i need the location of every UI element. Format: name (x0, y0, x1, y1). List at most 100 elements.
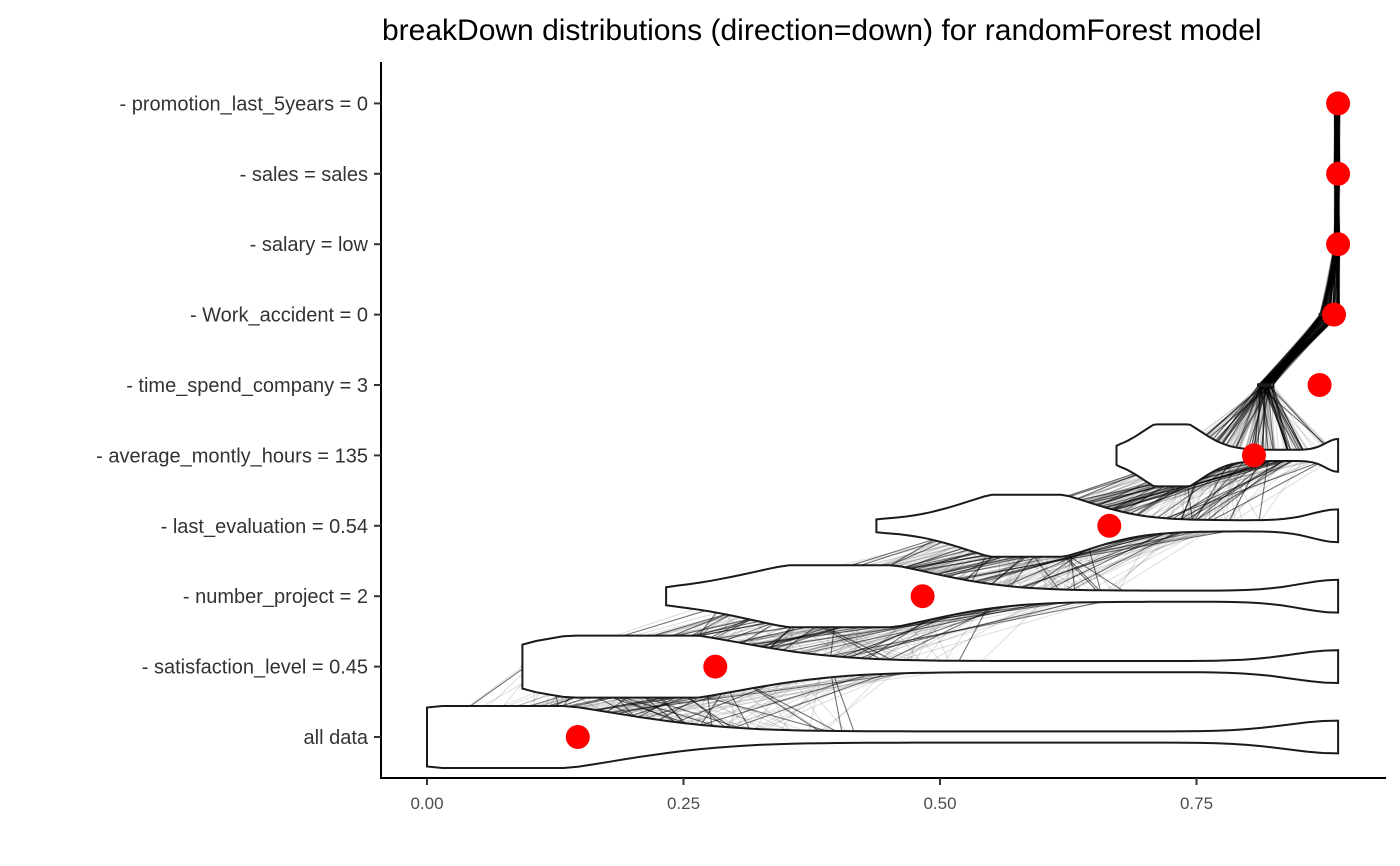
trajectory-line (754, 103, 1339, 738)
trajectory-line (426, 103, 1341, 738)
trajectory-line (479, 103, 1341, 738)
median-point (1242, 443, 1266, 468)
trajectory-line (594, 103, 1339, 738)
trajectory-line (426, 103, 1339, 738)
trajectory-line (712, 103, 1340, 738)
violin (1115, 423, 1340, 488)
trajectory-line (520, 103, 1341, 738)
trajectory-line (541, 103, 1341, 738)
trajectory-line (426, 103, 1340, 738)
trajectory-line (426, 103, 1339, 738)
median-point (910, 584, 935, 609)
trajectory-line (532, 103, 1339, 738)
trajectory-line (752, 103, 1341, 738)
trajectory-line (555, 103, 1341, 738)
trajectory-line (596, 103, 1341, 738)
violin (426, 705, 1340, 769)
trajectory-line (628, 103, 1340, 738)
trajectory-line (568, 103, 1339, 738)
trajectory-line (426, 103, 1339, 738)
trajectory-line (577, 103, 1340, 738)
trajectory-line (524, 103, 1341, 738)
trajectory-line (426, 103, 1341, 738)
trajectory-line (634, 103, 1340, 738)
trajectory-line (534, 103, 1338, 738)
trajectory-line (631, 103, 1340, 738)
trajectory-line (582, 103, 1340, 738)
trajectory-line (543, 103, 1341, 738)
trajectory-line (520, 103, 1338, 738)
median-point (1307, 373, 1332, 397)
trajectory-line (426, 103, 1341, 738)
y-tick-label: - last_evaluation = 0.54 (161, 516, 368, 538)
trajectory-line (478, 103, 1339, 738)
trajectory-line (528, 103, 1339, 738)
x-tick-label: 0.00 (410, 794, 443, 813)
trajectory-line (598, 103, 1341, 738)
trajectory-line (520, 103, 1341, 738)
trajectory-line (618, 103, 1341, 738)
trajectory-line (532, 103, 1338, 738)
trajectory-line (426, 103, 1341, 738)
trajectory-line (652, 103, 1339, 738)
trajectory-line (599, 103, 1336, 738)
trajectory-line (741, 103, 1341, 738)
trajectory-line (426, 103, 1338, 738)
trajectory-line (619, 103, 1341, 738)
trajectory-line (467, 103, 1341, 738)
trajectory-line (596, 103, 1340, 738)
trajectory-line (426, 103, 1338, 738)
trajectory-line (426, 103, 1341, 738)
trajectory-line (680, 103, 1340, 738)
trajectory-line (426, 103, 1340, 738)
trajectory-line (435, 103, 1338, 738)
trajectory-line (589, 103, 1340, 738)
y-tick-label: - promotion_last_5years = 0 (120, 93, 368, 115)
y-tick-label: - time_spend_company = 3 (126, 375, 368, 397)
violin (665, 564, 1340, 629)
trajectory-line (426, 103, 1340, 738)
y-tick-label: - Work_accident = 0 (190, 305, 368, 327)
trajectory-line (807, 103, 1341, 738)
x-tick-label: 0.75 (1180, 794, 1213, 813)
trajectory-line (707, 103, 1338, 738)
trajectory-line (788, 103, 1341, 738)
trajectory-line (623, 103, 1341, 738)
trajectory-line (627, 103, 1339, 738)
trajectory-line (593, 103, 1340, 738)
trajectory-line (455, 103, 1338, 738)
trajectory-line (757, 103, 1340, 738)
trajectory-line (426, 103, 1340, 738)
trajectory-line (536, 103, 1340, 738)
trajectory-line (520, 103, 1340, 738)
trajectory-line (426, 103, 1340, 738)
trajectory-line (539, 103, 1338, 738)
trajectory-line (575, 103, 1339, 738)
trajectory-line (526, 103, 1336, 738)
y-tick-label: - average_montly_hours = 135 (96, 445, 368, 467)
trajectory-line (427, 103, 1340, 738)
trajectory-line (470, 103, 1339, 738)
trajectory-line (459, 103, 1341, 738)
trajectory-line (690, 103, 1339, 738)
trajectory-line (774, 103, 1339, 738)
trajectory-line (566, 103, 1341, 738)
trajectory-line (716, 103, 1340, 738)
trajectory-line (426, 103, 1338, 738)
trajectory-line (522, 103, 1339, 738)
trajectory-line (653, 103, 1339, 738)
trajectory-line (521, 103, 1339, 738)
trajectory-line (705, 103, 1338, 738)
trajectory-line (591, 103, 1341, 738)
y-tick-label: - sales = sales (240, 164, 368, 186)
y-tick-labels: all data - satisfaction_level = 0.45 - num… (96, 93, 381, 749)
trajectory-line (532, 103, 1341, 738)
trajectory-line (732, 103, 1340, 738)
trajectory-line (564, 103, 1339, 738)
trajectory-line (540, 103, 1339, 738)
trajectory-lines (426, 103, 1341, 738)
trajectory-line (477, 103, 1339, 738)
trajectory-line (613, 103, 1339, 738)
trajectory-line (451, 103, 1339, 738)
